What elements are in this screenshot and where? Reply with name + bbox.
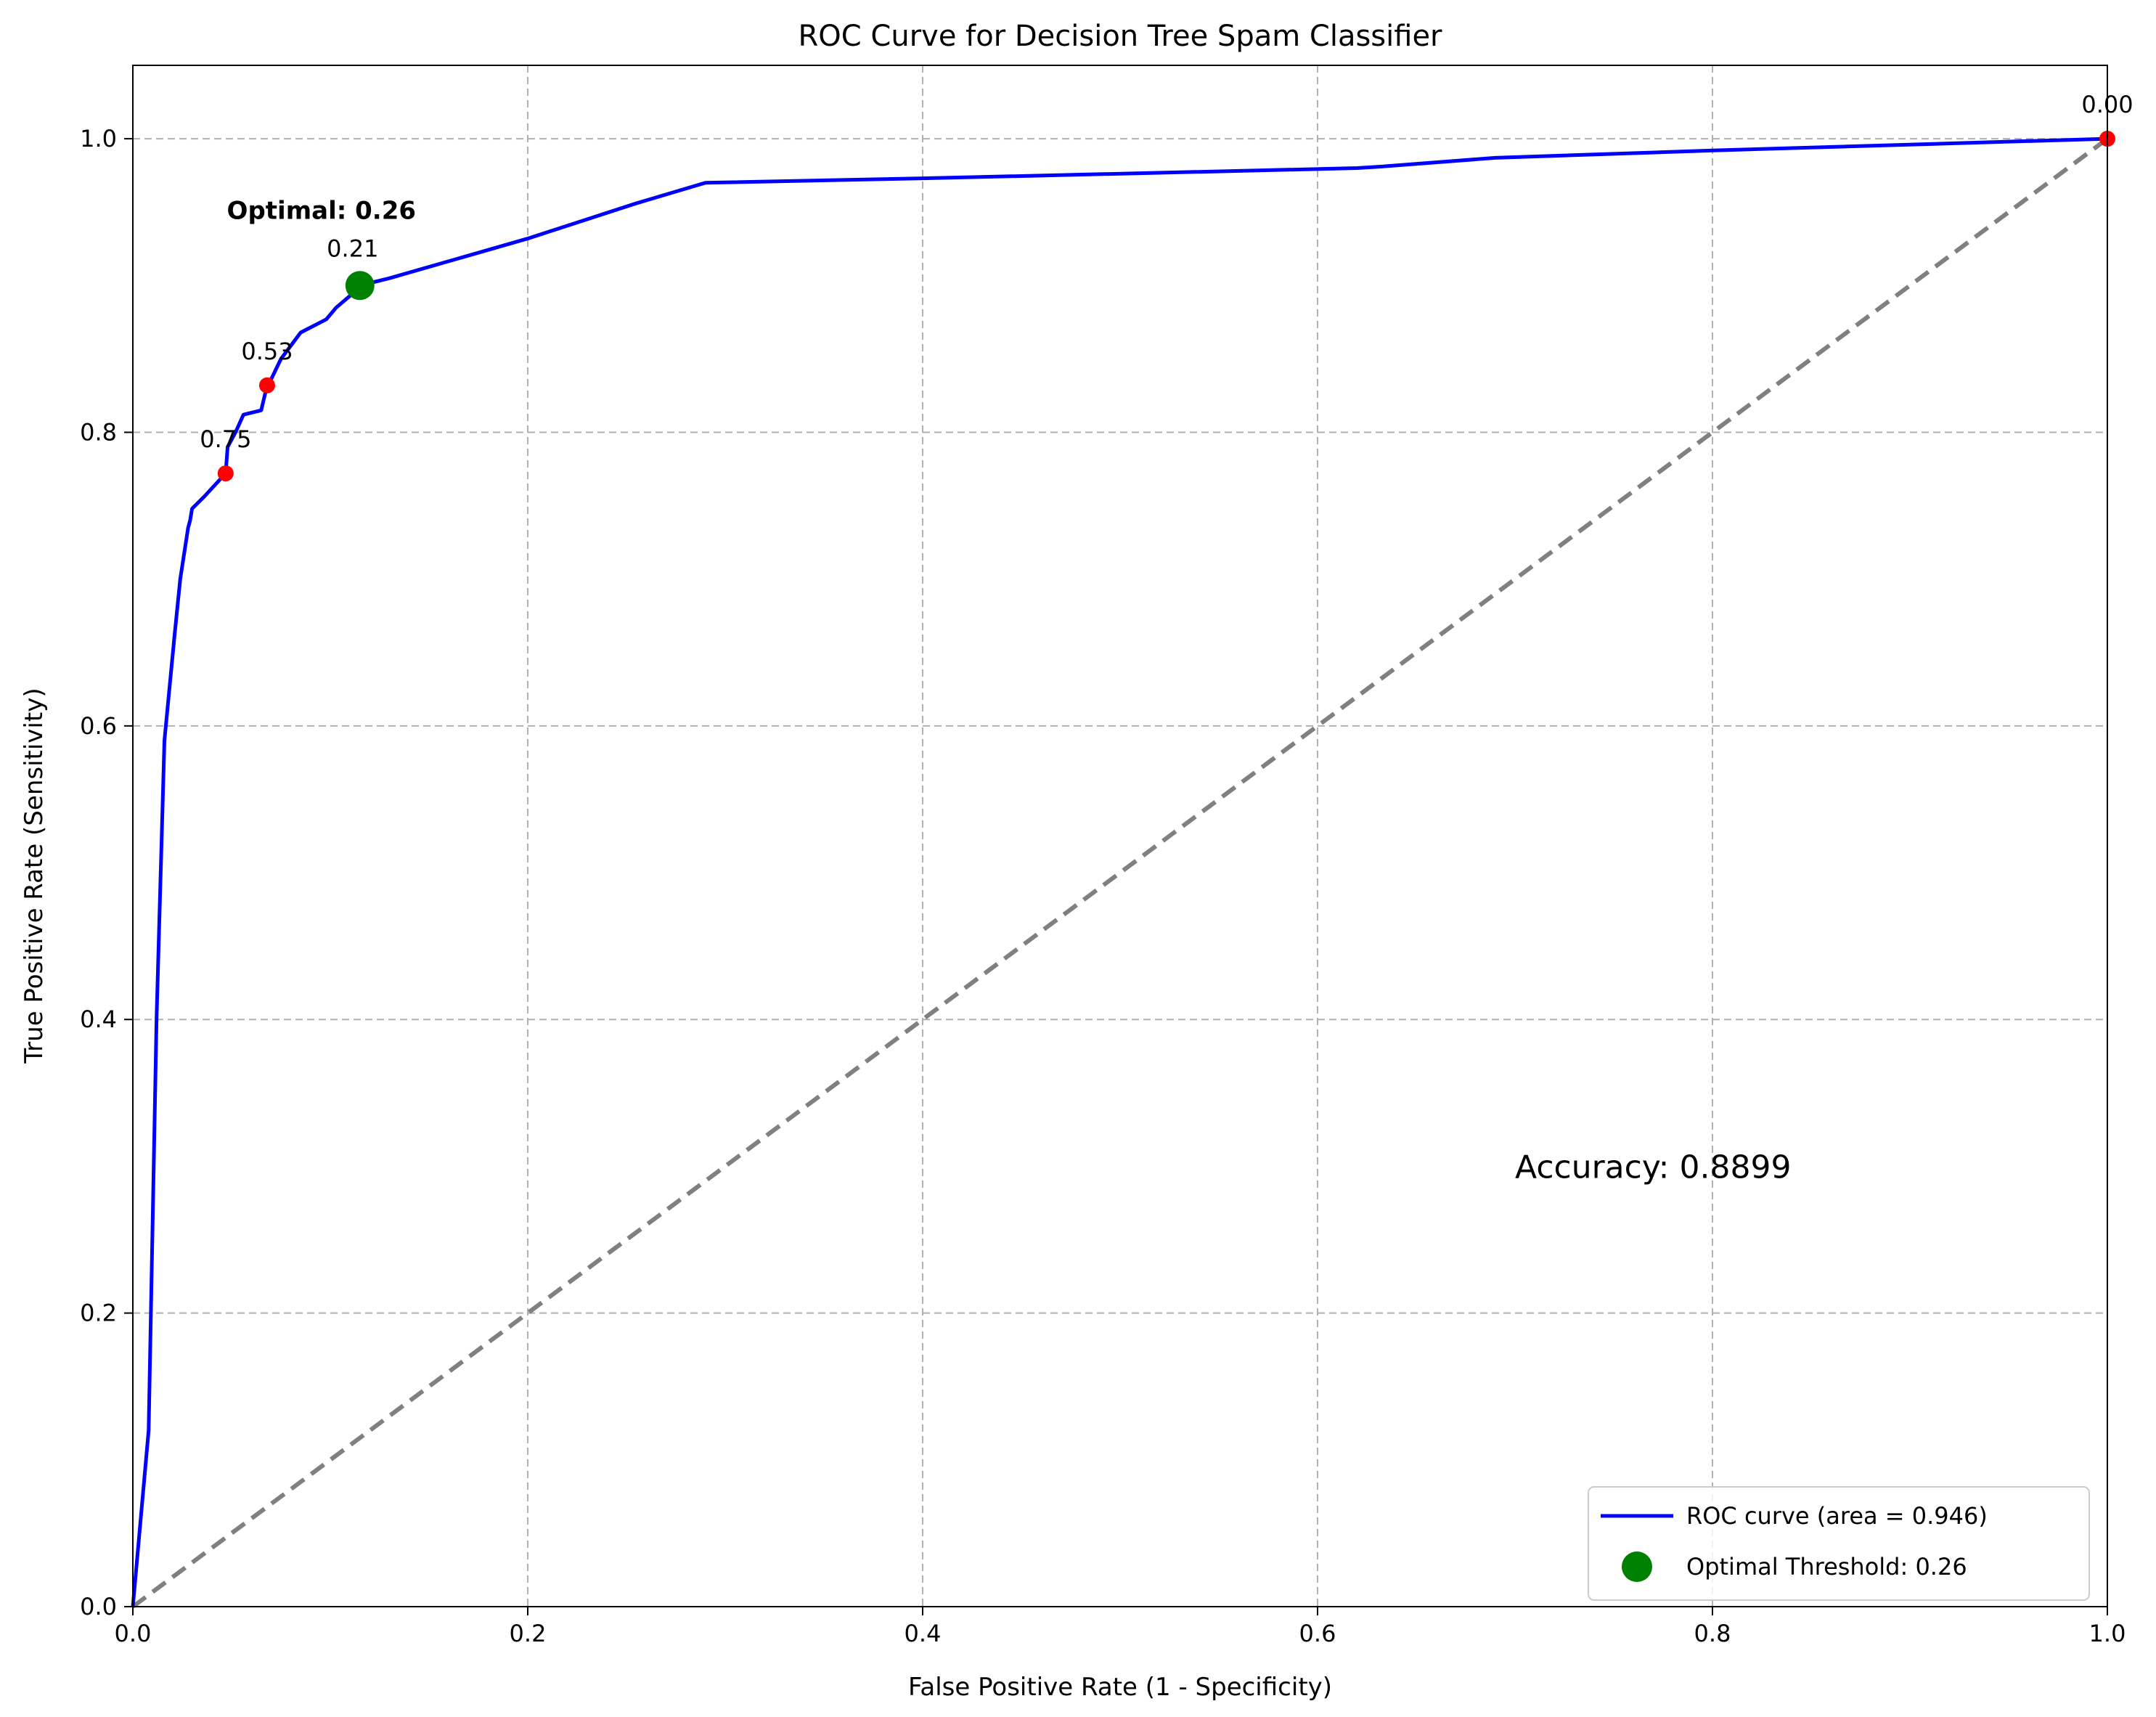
- optimal-title-label: Optimal: 0.26: [227, 196, 417, 225]
- y-tick-label: 1.0: [80, 125, 117, 152]
- optimal-point-label: 0.21: [327, 234, 378, 262]
- x-tick-label: 1.0: [2089, 1620, 2126, 1647]
- x-tick-label: 0.4: [905, 1620, 942, 1647]
- y-tick-label: 0.0: [80, 1593, 117, 1620]
- legend-optimal-swatch: [1622, 1551, 1652, 1582]
- legend-optimal-label: Optimal Threshold: 0.26: [1686, 1553, 1967, 1581]
- plot-frame: [132, 65, 2108, 1607]
- x-tick-label: 0.2: [510, 1620, 547, 1647]
- chance-diagonal-line: [131, 136, 2109, 1609]
- threshold-label: 0.53: [241, 338, 293, 365]
- chart-title: ROC Curve for Decision Tree Spam Classif…: [799, 20, 1443, 53]
- y-tick-label: 0.6: [80, 712, 117, 740]
- legend: ROC curve (area = 0.946) Optimal Thresho…: [1588, 1486, 2090, 1601]
- x-axis-label: False Positive Rate (1 - Specificity): [908, 1673, 1332, 1702]
- y-tick-label: 0.8: [80, 418, 117, 446]
- optimal-threshold-point: [345, 271, 375, 301]
- threshold-point: [258, 377, 275, 393]
- y-tick-label: 0.2: [80, 1300, 117, 1327]
- accuracy-annotation: Accuracy: 0.8899: [1515, 1149, 1791, 1186]
- y-tick-label: 0.4: [80, 1006, 117, 1033]
- legend-box: [1588, 1486, 2090, 1601]
- x-tick-label: 0.8: [1694, 1620, 1731, 1647]
- y-axis-label: True Positive Rate (Sensitivity): [20, 688, 49, 1064]
- x-tick-label: 0.6: [1299, 1620, 1336, 1647]
- x-tick-label: 0.0: [115, 1620, 152, 1647]
- legend-roc-label: ROC curve (area = 0.946): [1686, 1502, 1988, 1530]
- axis-ticks: 0.0 0.2 0.4 0.6 0.8 1.0 0.0 0.2 0.4 0.6 0.8 1.0: [80, 125, 2126, 1647]
- threshold-point: [217, 465, 234, 482]
- threshold-label: 0.75: [200, 425, 251, 453]
